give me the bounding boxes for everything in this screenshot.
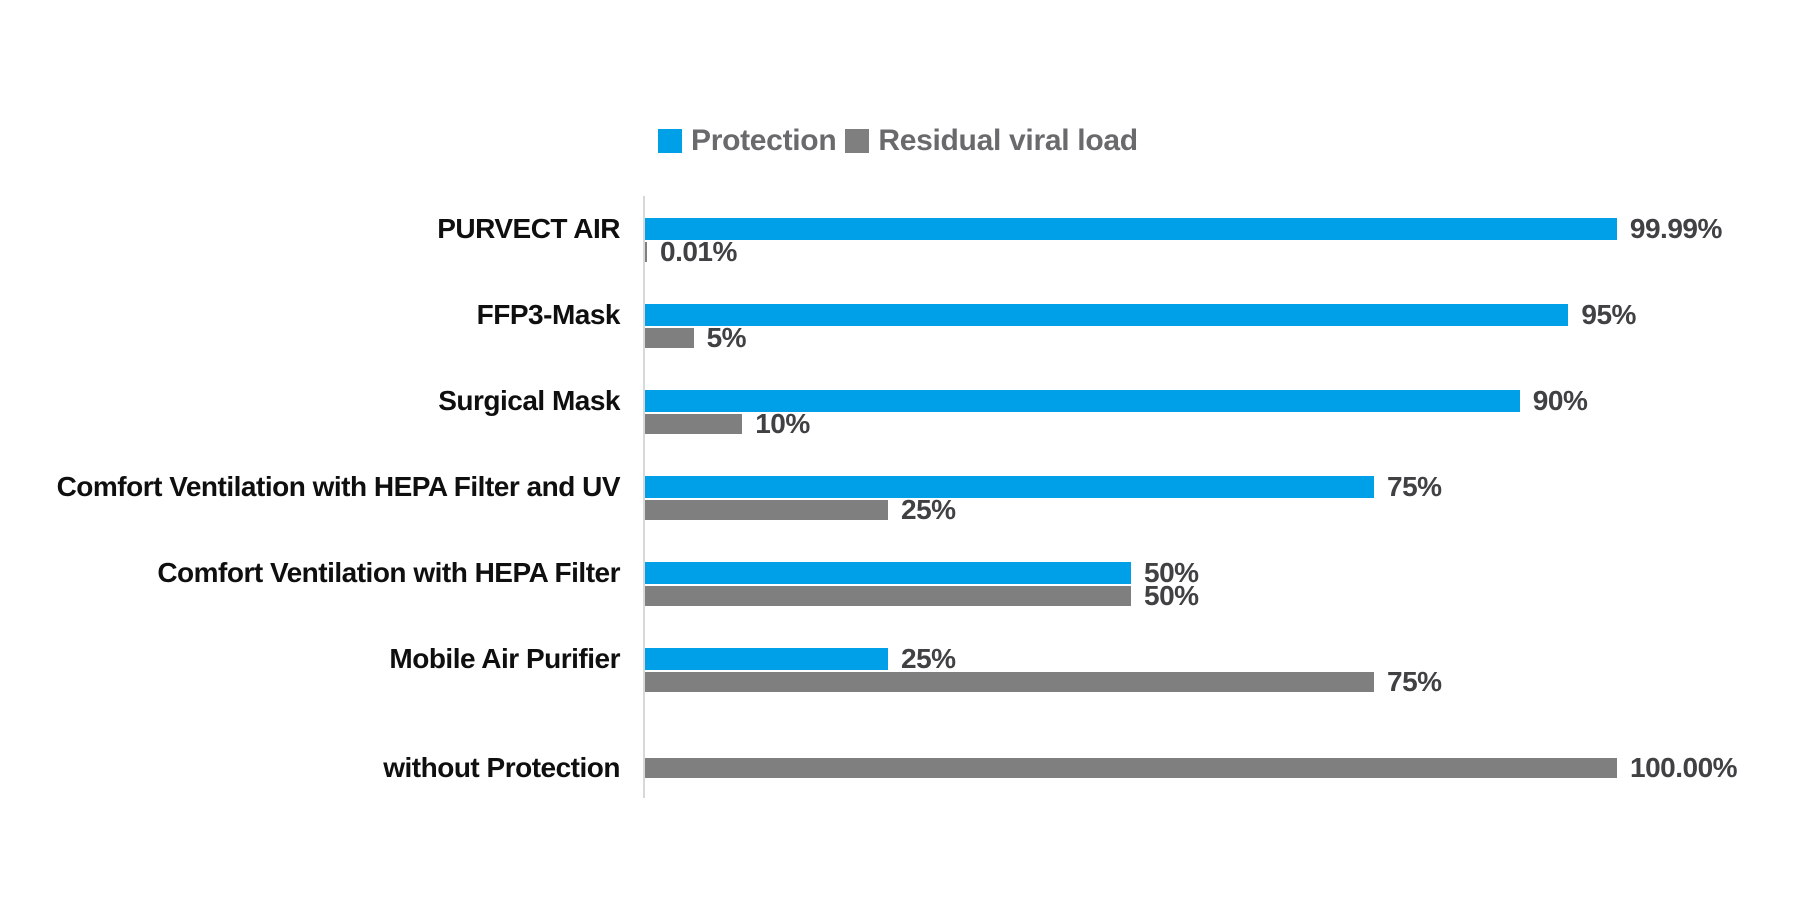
- residual-value-label: 75%: [1387, 666, 1442, 697]
- residual-bar: [645, 586, 1131, 606]
- axis-line: [643, 196, 645, 798]
- residual-bar-line: 100.00%: [645, 754, 1738, 782]
- category-label: PURVECT AIR: [437, 213, 620, 244]
- chart-row: without Protection 100.00%: [0, 734, 1800, 820]
- residual-bar: [645, 328, 694, 348]
- protection-bar: [645, 390, 1520, 412]
- residual-value-label: 5%: [706, 322, 747, 353]
- category-label: Comfort Ventilation with HEPA Filter and…: [56, 471, 621, 502]
- residual-bar-line: 50%: [645, 582, 1199, 610]
- protection-value-label: 90%: [1532, 385, 1588, 416]
- residual-value-label: 10%: [755, 408, 810, 439]
- protection-value-label: 95%: [1581, 299, 1636, 330]
- residual-bar: [645, 500, 888, 520]
- chart-row: Comfort Ventilation with HEPA Filter and…: [0, 471, 1800, 562]
- chart-rows: PURVECT AIR 99.99% 0.01% FFP3-Mask 95% 5…: [0, 213, 1800, 820]
- protection-bar: [645, 218, 1617, 240]
- category-label: Surgical Mask: [438, 385, 620, 416]
- protection-bar-line: 99.99%: [645, 213, 1722, 244]
- residual-bar: [645, 242, 647, 262]
- protection-legend-swatch: [658, 129, 682, 153]
- legend: Protection Residual viral load: [658, 123, 1138, 159]
- residual-value-label: 50%: [1144, 580, 1199, 611]
- residual-legend-label: Residual viral load: [878, 124, 1138, 157]
- category-label: without Protection: [383, 752, 620, 783]
- category-label: Mobile Air Purifier: [389, 643, 620, 674]
- protection-value-label: 99.99%: [1629, 213, 1722, 244]
- residual-legend-swatch: [845, 129, 870, 153]
- protection-legend-label: Protection: [691, 124, 837, 157]
- protection-bar-line: 75%: [645, 471, 1442, 502]
- protection-value-label: 75%: [1387, 471, 1442, 502]
- chart-row: Mobile Air Purifier 25% 75%: [0, 643, 1800, 734]
- protection-bar-line: 50%: [645, 557, 1199, 588]
- category-label: FFP3-Mask: [476, 299, 621, 330]
- chart-row: FFP3-Mask 95% 5%: [0, 299, 1800, 390]
- protection-bar: [645, 562, 1131, 584]
- chart-row: PURVECT AIR 99.99% 0.01%: [0, 213, 1800, 304]
- protection-bar-line: 25%: [645, 643, 956, 674]
- residual-bar-line: 5%: [645, 324, 747, 352]
- residual-bar-line: 10%: [645, 410, 810, 438]
- residual-value-label: 100.00%: [1630, 752, 1738, 783]
- residual-bar-line: 0.01%: [645, 238, 737, 266]
- protection-value-label: 25%: [901, 643, 956, 674]
- residual-bar: [645, 758, 1617, 778]
- category-label: Comfort Ventilation with HEPA Filter: [157, 557, 620, 588]
- chart-row: Comfort Ventilation with HEPA Filter 50%…: [0, 557, 1800, 648]
- residual-value-label: 0.01%: [660, 236, 737, 267]
- residual-bar: [645, 414, 743, 434]
- protection-bar-line: 90%: [645, 385, 1588, 416]
- residual-bar-line: 75%: [645, 668, 1442, 696]
- residual-value-label: 25%: [901, 494, 956, 525]
- residual-bar: [645, 672, 1374, 692]
- protection-bar: [645, 304, 1569, 326]
- protection-bar: [645, 476, 1374, 498]
- residual-bar-line: 25%: [645, 496, 956, 524]
- protection-bar-line: 95%: [645, 299, 1636, 330]
- chart-row: Surgical Mask 90% 10%: [0, 385, 1800, 476]
- protection-value-label: 50%: [1144, 557, 1199, 588]
- protection-bar: [645, 648, 888, 670]
